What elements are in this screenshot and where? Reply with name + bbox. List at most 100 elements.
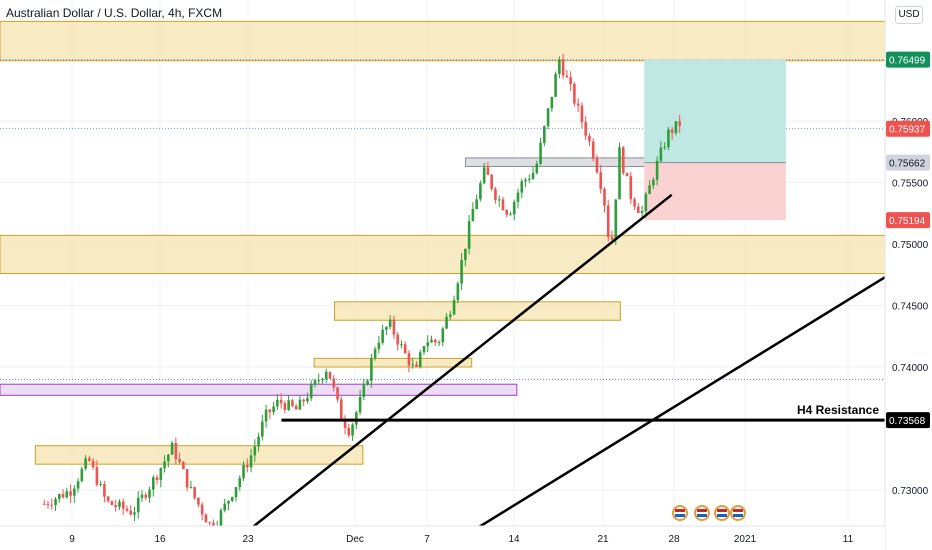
candle-body [227, 500, 230, 504]
drawn-lines: H4 Resistance [244, 193, 886, 535]
event-ring [694, 505, 710, 521]
candle-body [200, 504, 204, 515]
event-ring [730, 505, 746, 521]
candle-body [347, 427, 351, 436]
lower-zone [34, 445, 364, 465]
candle-body [524, 179, 527, 182]
candle-body [482, 167, 486, 184]
candle-body [407, 353, 411, 366]
candle-body [61, 494, 65, 498]
candle-body [625, 173, 629, 177]
candle-body [174, 442, 178, 460]
candle-body [99, 484, 102, 486]
candle-body [306, 398, 309, 402]
candle-body [411, 364, 415, 366]
candles-layer [42, 53, 681, 536]
candle-body [204, 514, 208, 523]
candle-body [621, 147, 625, 174]
price-tag [886, 120, 930, 137]
candle-body [261, 421, 264, 437]
candle-body [317, 380, 321, 382]
y-tick-label: 0.74500 [892, 302, 929, 313]
candle-body [565, 75, 569, 78]
candle-body [381, 329, 384, 343]
candle-body [516, 192, 520, 202]
candle-body [430, 339, 433, 343]
price-tag [886, 412, 930, 429]
candle-body [84, 458, 87, 469]
candle-body [497, 199, 501, 201]
candle-body [253, 446, 257, 456]
flag-stripe [697, 514, 707, 517]
candle-body [167, 454, 170, 462]
us-flag-icon [694, 505, 710, 521]
mid-demand-zone [0, 234, 886, 275]
x-tick-label: 11 [843, 534, 854, 545]
price-tag [886, 154, 930, 171]
candle-body [332, 378, 336, 388]
candle-body [377, 342, 381, 350]
candle-body [561, 59, 565, 76]
candle-body [674, 121, 678, 133]
candle-body [351, 424, 354, 436]
candle-body [591, 141, 595, 159]
candle-body [618, 147, 621, 200]
candle-body [422, 346, 426, 353]
price-tag [886, 212, 930, 229]
candle-body [640, 210, 644, 213]
candle-body [148, 489, 151, 498]
candle-body [309, 384, 313, 399]
candle-body [57, 494, 61, 500]
candle-body [475, 199, 478, 209]
flag-stripe [717, 509, 727, 512]
candle-body [283, 403, 287, 410]
candle-body [441, 328, 445, 343]
ascending-trendline-1 [244, 193, 673, 535]
x-tick-label: Dec [346, 534, 364, 545]
candle-body [110, 501, 114, 506]
candle-body [576, 103, 580, 106]
candle-body [418, 352, 422, 367]
flag-stripe [697, 509, 707, 512]
candle-body [471, 208, 475, 222]
candle-body [659, 147, 663, 161]
candle-body [648, 185, 651, 195]
candle-body [501, 199, 505, 211]
x-tick-label: 21 [597, 534, 609, 545]
candle-body [637, 206, 640, 213]
candle-body [103, 484, 106, 497]
y-tick-label: 0.75500 [892, 179, 929, 190]
zones-layer [0, 20, 886, 465]
us-flag-icon [714, 505, 730, 521]
candle-body [362, 384, 366, 397]
candle-body [464, 248, 467, 261]
candle-body [355, 412, 358, 425]
candle-body [554, 73, 557, 97]
candle-body [396, 334, 399, 345]
candle-body [279, 399, 283, 404]
candle-body [140, 494, 144, 498]
candle-body [633, 199, 636, 207]
us-flag-icon [672, 505, 688, 521]
currency-button[interactable]: USD [895, 6, 923, 24]
candle-body [595, 158, 599, 173]
candle-body [287, 400, 290, 410]
flag-stripe [675, 514, 685, 517]
candle-body [185, 469, 189, 488]
entry-zone [465, 157, 667, 168]
candle-body [313, 380, 317, 385]
candle-body [663, 147, 666, 149]
candle-body [584, 122, 587, 136]
candle-body [272, 406, 275, 413]
ascending-trendline-2 [468, 276, 886, 535]
candle-body [238, 478, 242, 488]
x-tick-label: 7 [424, 534, 430, 545]
candle-body [208, 522, 211, 524]
candle-body [91, 460, 95, 468]
candle-body [550, 96, 554, 109]
candle-body [546, 108, 550, 127]
candle-body [125, 508, 129, 511]
candle-body [121, 501, 125, 509]
price-axis-bg [885, 0, 932, 550]
